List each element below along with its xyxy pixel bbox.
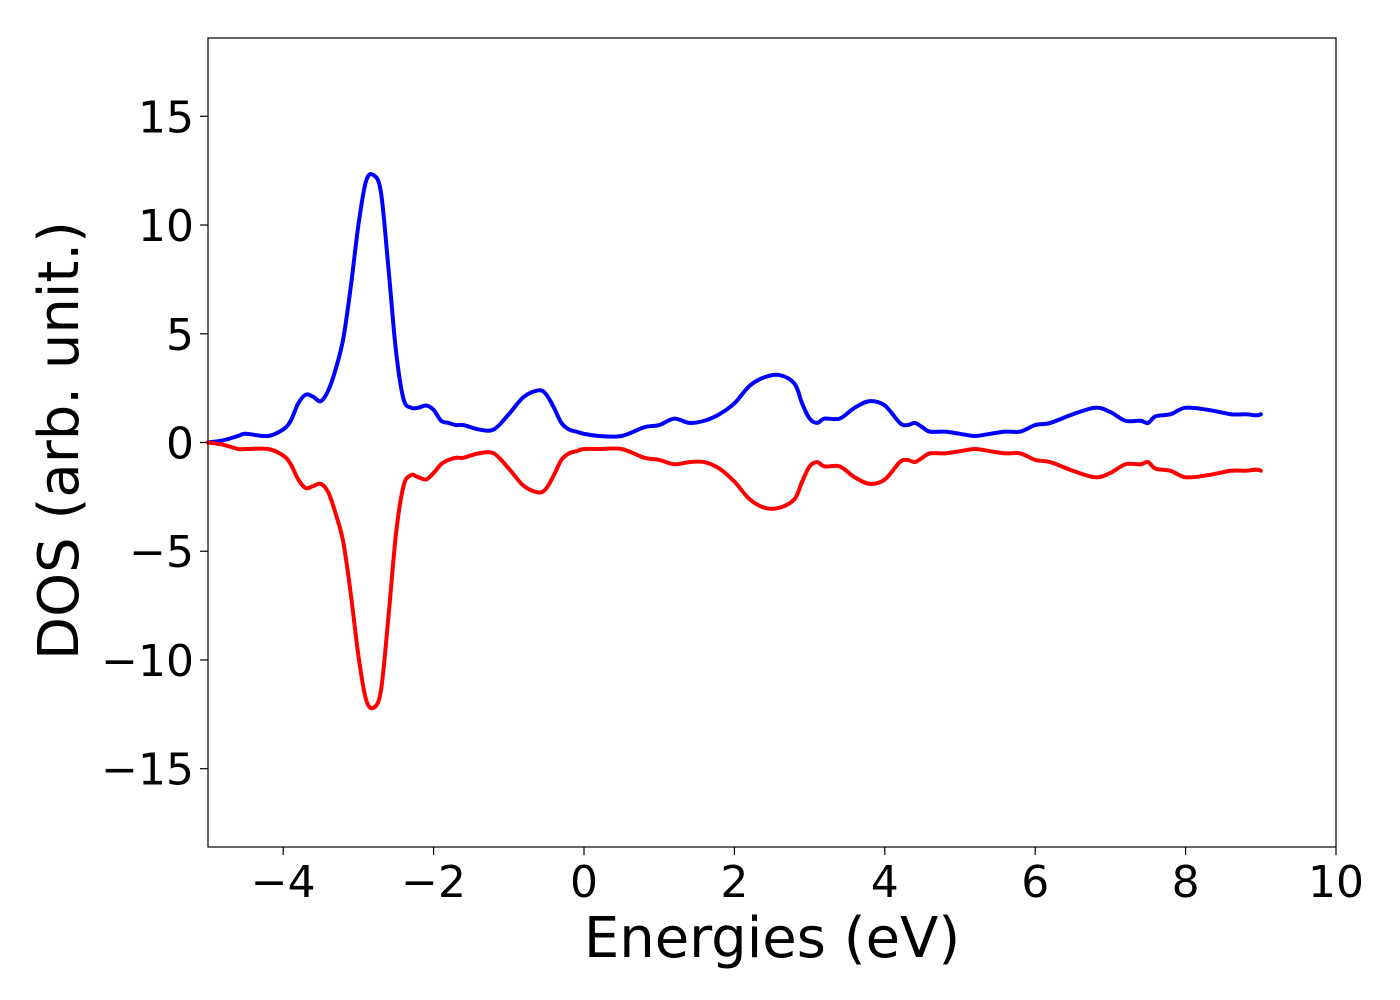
x-tick-label: 10 <box>1308 857 1364 908</box>
y-tick-label: 0 <box>166 419 194 470</box>
y-tick-label: −5 <box>129 527 194 578</box>
x-tick-label: 6 <box>1021 857 1049 908</box>
series-lines <box>206 172 1263 711</box>
y-tick-label: −15 <box>101 745 194 796</box>
y-axis-ticks: −15 −10 −5 0 5 10 15 <box>101 92 208 796</box>
x-axis-label: Energies (eV) <box>584 906 960 971</box>
y-tick-label: 5 <box>166 310 194 361</box>
y-axis-label: DOS (arb. unit.) <box>27 221 92 660</box>
plot-frame <box>207 37 1337 848</box>
x-tick-label: 0 <box>570 857 598 908</box>
x-axis-ticks: −4 −2 0 2 4 6 8 10 <box>251 847 1364 908</box>
y-tick-label: 15 <box>138 92 194 143</box>
x-tick-label: 2 <box>720 857 748 908</box>
x-tick-label: −4 <box>251 857 316 908</box>
spin-up-line <box>206 172 1263 445</box>
spin-down-line <box>206 440 1263 711</box>
x-tick-label: 4 <box>871 857 899 908</box>
x-tick-label: 8 <box>1172 857 1200 908</box>
x-tick-label: −2 <box>401 857 466 908</box>
y-tick-label: −10 <box>101 636 194 687</box>
y-tick-label: 10 <box>138 201 194 252</box>
